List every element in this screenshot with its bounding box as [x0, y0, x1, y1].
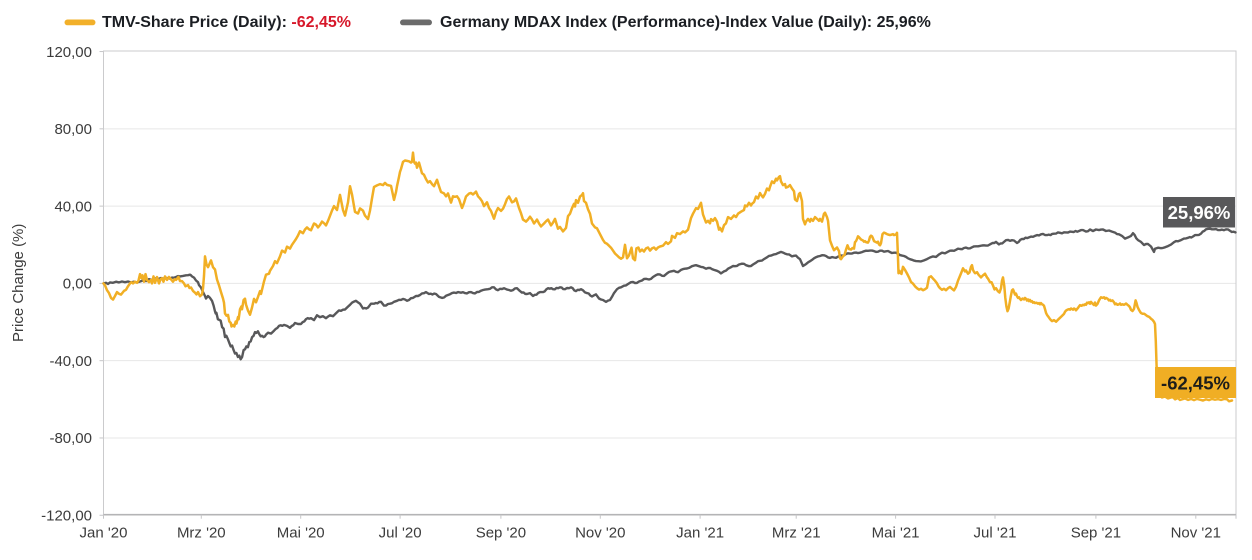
svg-text:Nov '21: Nov '21 — [1171, 525, 1221, 542]
svg-text:Sep '20: Sep '20 — [476, 525, 526, 542]
svg-text:40,00: 40,00 — [54, 198, 92, 215]
svg-text:Jan '21: Jan '21 — [676, 525, 724, 542]
svg-text:-120,00: -120,00 — [41, 507, 92, 524]
svg-text:Mrz '21: Mrz '21 — [772, 525, 821, 542]
svg-text:120,00: 120,00 — [46, 44, 92, 61]
svg-text:80,00: 80,00 — [54, 121, 92, 138]
svg-text:Mai '21: Mai '21 — [872, 525, 920, 542]
svg-text:-40,00: -40,00 — [49, 353, 92, 370]
svg-text:Mai '20: Mai '20 — [277, 525, 325, 542]
svg-text:0,00: 0,00 — [63, 276, 92, 293]
svg-text:TMV-Share Price (Daily): -62,4: TMV-Share Price (Daily): -62,45% — [102, 14, 351, 31]
svg-text:Price Change (%): Price Change (%) — [10, 224, 27, 342]
svg-text:Sep '21: Sep '21 — [1071, 525, 1121, 542]
svg-text:25,96%: 25,96% — [1168, 202, 1231, 223]
svg-text:Mrz '20: Mrz '20 — [177, 525, 226, 542]
svg-text:-62,45%: -62,45% — [1161, 373, 1230, 394]
svg-text:Jul '21: Jul '21 — [974, 525, 1017, 542]
svg-text:Nov '20: Nov '20 — [575, 525, 625, 542]
svg-text:Germany MDAX Index (Performanc: Germany MDAX Index (Performance)-Index V… — [440, 14, 931, 31]
svg-text:Jul '20: Jul '20 — [379, 525, 422, 542]
svg-text:Jan '20: Jan '20 — [80, 525, 128, 542]
svg-text:-80,00: -80,00 — [49, 430, 92, 447]
